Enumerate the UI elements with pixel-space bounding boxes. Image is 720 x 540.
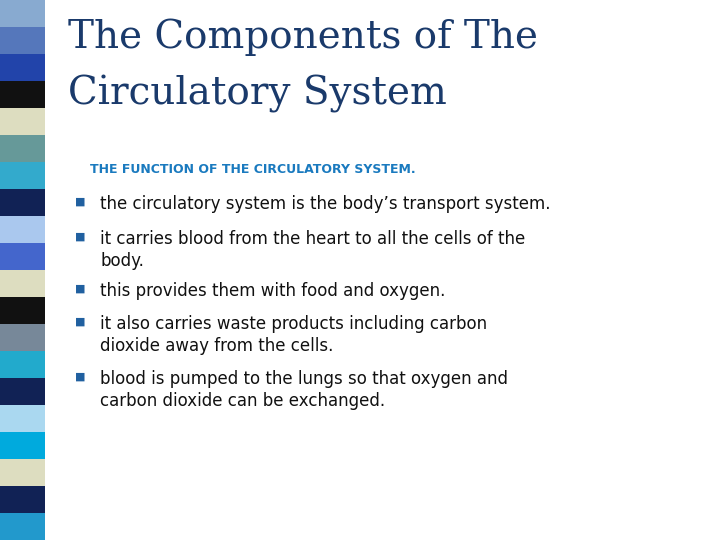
Bar xyxy=(0,135,45,162)
Bar xyxy=(0,513,45,540)
Text: ■: ■ xyxy=(75,232,86,242)
Text: the circulatory system is the body’s transport system.: the circulatory system is the body’s tra… xyxy=(100,195,551,213)
Bar xyxy=(0,108,45,135)
Bar xyxy=(0,81,45,108)
Bar xyxy=(0,27,45,54)
Bar xyxy=(0,189,45,216)
Text: ■: ■ xyxy=(75,372,86,382)
Bar xyxy=(0,486,45,513)
Bar xyxy=(0,351,45,378)
Text: it also carries waste products including carbon
dioxide away from the cells.: it also carries waste products including… xyxy=(100,315,487,355)
Bar xyxy=(0,270,45,297)
Text: it carries blood from the heart to all the cells of the
body.: it carries blood from the heart to all t… xyxy=(100,230,526,270)
Bar xyxy=(0,0,45,27)
Text: THE FUNCTION OF THE CIRCULATORY SYSTEM.: THE FUNCTION OF THE CIRCULATORY SYSTEM. xyxy=(90,163,415,176)
Text: ■: ■ xyxy=(75,317,86,327)
Text: this provides them with food and oxygen.: this provides them with food and oxygen. xyxy=(100,282,446,300)
Bar xyxy=(0,378,45,405)
Text: ■: ■ xyxy=(75,284,86,294)
Bar xyxy=(0,324,45,351)
Bar xyxy=(0,243,45,270)
Text: ■: ■ xyxy=(75,197,86,207)
Bar xyxy=(0,459,45,486)
Bar xyxy=(0,432,45,459)
Bar xyxy=(0,162,45,189)
Text: The Components of The: The Components of The xyxy=(68,18,538,56)
Text: blood is pumped to the lungs so that oxygen and
carbon dioxide can be exchanged.: blood is pumped to the lungs so that oxy… xyxy=(100,370,508,410)
Bar xyxy=(0,54,45,81)
Bar xyxy=(0,216,45,243)
Text: Circulatory System: Circulatory System xyxy=(68,75,447,113)
Bar xyxy=(0,297,45,324)
Bar xyxy=(0,405,45,432)
